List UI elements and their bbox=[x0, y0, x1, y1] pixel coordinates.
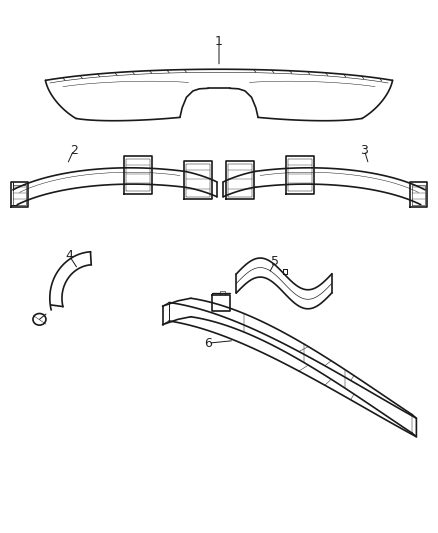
Text: 1: 1 bbox=[215, 35, 223, 49]
Text: 3: 3 bbox=[360, 144, 368, 157]
Text: 6: 6 bbox=[204, 337, 212, 350]
Text: 4: 4 bbox=[65, 249, 73, 262]
Text: 5: 5 bbox=[272, 255, 279, 268]
Text: 2: 2 bbox=[70, 144, 78, 157]
